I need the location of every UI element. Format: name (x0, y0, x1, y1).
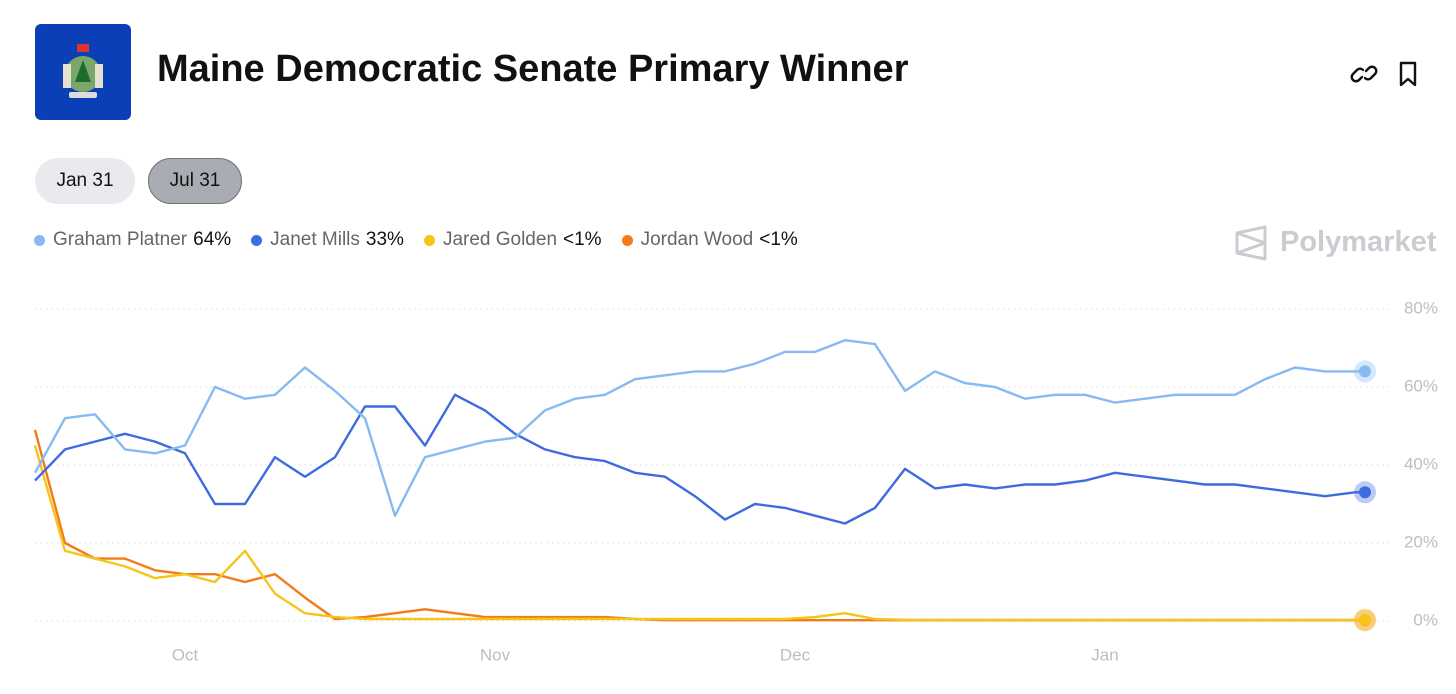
legend-item: Janet Mills 33% (251, 229, 404, 251)
range-button[interactable]: Jul 31 (148, 158, 242, 204)
link-icon[interactable] (1350, 60, 1380, 90)
brand: Polymarket (1280, 226, 1437, 258)
x-tick-label: Nov (480, 645, 511, 664)
legend-dot (621, 234, 633, 246)
y-tick-label: 20% (1404, 532, 1438, 551)
end-marker (1359, 613, 1371, 626)
legend-value: <1% (563, 229, 602, 250)
y-tick-label: 0% (1413, 610, 1438, 629)
legend-item: Graham Platner 64% (34, 229, 231, 251)
series-line (34, 393, 1365, 525)
legend-value: 33% (365, 229, 404, 250)
y-tick-label: 80% (1404, 298, 1438, 317)
flag-logo (35, 24, 131, 120)
legend-name: Jordan Wood (640, 229, 754, 250)
y-tick-label: 60% (1404, 376, 1438, 395)
x-tick-label: Oct (172, 645, 199, 664)
x-tick-label: Dec (780, 645, 811, 664)
end-marker (1359, 365, 1371, 378)
title: Maine Democratic Senate Primary Winner (157, 48, 909, 90)
series-line (33, 339, 1365, 517)
x-tick-label: Jan (1091, 645, 1118, 664)
brand-logo (1235, 225, 1267, 261)
end-marker (1359, 486, 1371, 499)
legend-dot (251, 234, 263, 246)
legend-name: Jared Golden (442, 229, 558, 250)
series-line (33, 429, 1365, 622)
y-tick-label: 40% (1404, 454, 1438, 473)
legend-dot (423, 234, 435, 246)
legend-dot (34, 234, 45, 246)
range-button[interactable]: Jan 31 (35, 158, 135, 204)
legend-name: Graham Platner (53, 229, 188, 250)
bookmark-icon[interactable] (1396, 60, 1422, 90)
legend: Graham Platner 64% Janet Mills 33% Jared Gol… (34, 229, 798, 251)
legend-name: Janet Mills (270, 229, 360, 250)
series-line (33, 445, 1365, 621)
legend-item: Jordan Wood <1% (621, 229, 798, 251)
legend-value: <1% (759, 229, 798, 250)
legend-value: 64% (193, 229, 232, 250)
legend-item: Jared Golden <1% (423, 229, 602, 251)
